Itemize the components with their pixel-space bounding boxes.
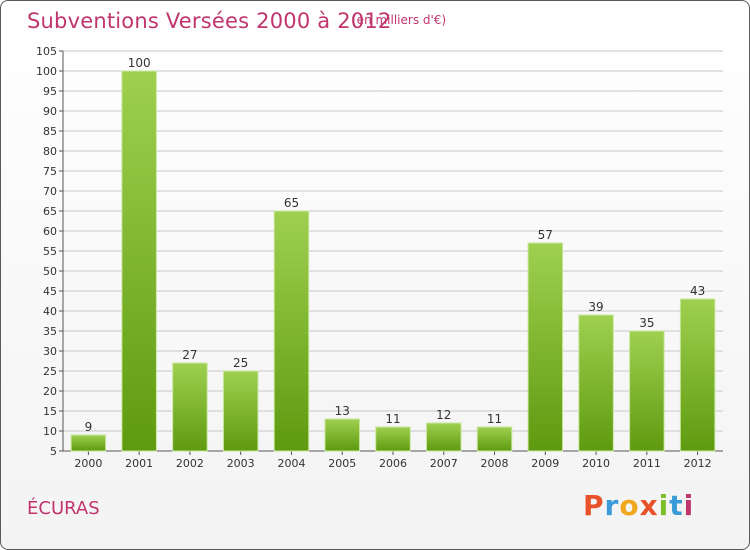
- data-label: 13: [335, 404, 350, 418]
- y-tick-label: 45: [43, 285, 57, 298]
- data-label: 100: [128, 56, 151, 70]
- commune-name: ÉCURAS: [27, 498, 100, 519]
- bar: [679, 298, 716, 452]
- y-tick-label: 95: [43, 85, 57, 98]
- y-tick-label: 105: [36, 45, 57, 58]
- x-tick-label: 2007: [430, 457, 458, 470]
- y-tick-label: 15: [43, 405, 57, 418]
- bar: [324, 418, 360, 452]
- y-tick-label: 75: [43, 165, 57, 178]
- y-tick-label: 100: [36, 65, 57, 78]
- grid-lines: [63, 50, 723, 452]
- data-labels: 9 100 27 25 65 13 11 12 11 57 39 35 43: [85, 56, 706, 434]
- data-label: 43: [690, 284, 705, 298]
- data-label: 39: [588, 300, 603, 314]
- y-tick-label: 55: [43, 245, 57, 258]
- data-label: 11: [487, 412, 502, 426]
- y-tick-label: 30: [43, 345, 57, 358]
- x-tick-label: 2006: [379, 457, 407, 470]
- x-tick-label: 2012: [684, 457, 712, 470]
- data-label: 25: [233, 356, 248, 370]
- data-label: 35: [639, 316, 654, 330]
- logo-letter: x: [639, 489, 659, 522]
- logo-letter: i: [683, 489, 695, 522]
- bar: [527, 242, 564, 452]
- bar: [121, 70, 157, 452]
- data-label: 65: [284, 196, 299, 210]
- x-tick-label: 2002: [176, 457, 204, 470]
- y-tick-label: 60: [43, 225, 57, 238]
- x-tick-label: 2008: [481, 457, 509, 470]
- bar: [629, 330, 665, 452]
- bar: [222, 370, 259, 452]
- logo-letter: o: [619, 489, 640, 522]
- x-tick-label: 2003: [227, 457, 255, 470]
- y-tick-label: 85: [43, 125, 57, 138]
- data-label: 27: [182, 348, 197, 362]
- data-label: 12: [436, 408, 451, 422]
- x-tick-label: 2009: [531, 457, 559, 470]
- bar: [426, 422, 462, 452]
- data-label: 11: [385, 412, 400, 426]
- bar: [172, 362, 208, 452]
- y-tick-label: 25: [43, 365, 57, 378]
- y-tick-label: 40: [43, 305, 57, 318]
- logo-letter: P: [583, 489, 605, 522]
- y-tick-label: 65: [43, 205, 57, 218]
- bars: [70, 70, 716, 452]
- y-tick-label: 35: [43, 325, 57, 338]
- chart-subtitle: (en milliers d'€): [352, 13, 447, 27]
- bar: [273, 210, 310, 452]
- x-tick-label: 2011: [633, 457, 661, 470]
- y-tick-label: 50: [43, 265, 57, 278]
- y-tick-label: 10: [43, 425, 57, 438]
- data-label: 57: [538, 228, 553, 242]
- bar: [70, 434, 107, 452]
- x-tick-label: 2000: [74, 457, 102, 470]
- chart-title: Subventions Versées 2000 à 2012: [27, 9, 392, 33]
- x-tick-label: 2005: [328, 457, 356, 470]
- axes: 5 10 15 20 25 30 35 40 45 50 55 60 65 70 75 80 85 90 95 100…: [36, 45, 723, 470]
- y-tick-label: 90: [43, 105, 57, 118]
- logo-letter: t: [669, 489, 684, 522]
- logo-letter: r: [604, 489, 620, 522]
- y-tick-label: 70: [43, 185, 57, 198]
- data-label: 9: [85, 420, 93, 434]
- logo-letter: i: [658, 489, 670, 522]
- y-tick-label: 20: [43, 385, 57, 398]
- bar: [578, 314, 614, 452]
- x-tick-label: 2004: [277, 457, 305, 470]
- y-tick-label: 5: [50, 445, 57, 458]
- bar: [476, 426, 513, 452]
- bar: [375, 426, 411, 452]
- y-tick-label: 80: [43, 145, 57, 158]
- x-tick-label: 2001: [125, 457, 153, 470]
- x-tick-label: 2010: [582, 457, 610, 470]
